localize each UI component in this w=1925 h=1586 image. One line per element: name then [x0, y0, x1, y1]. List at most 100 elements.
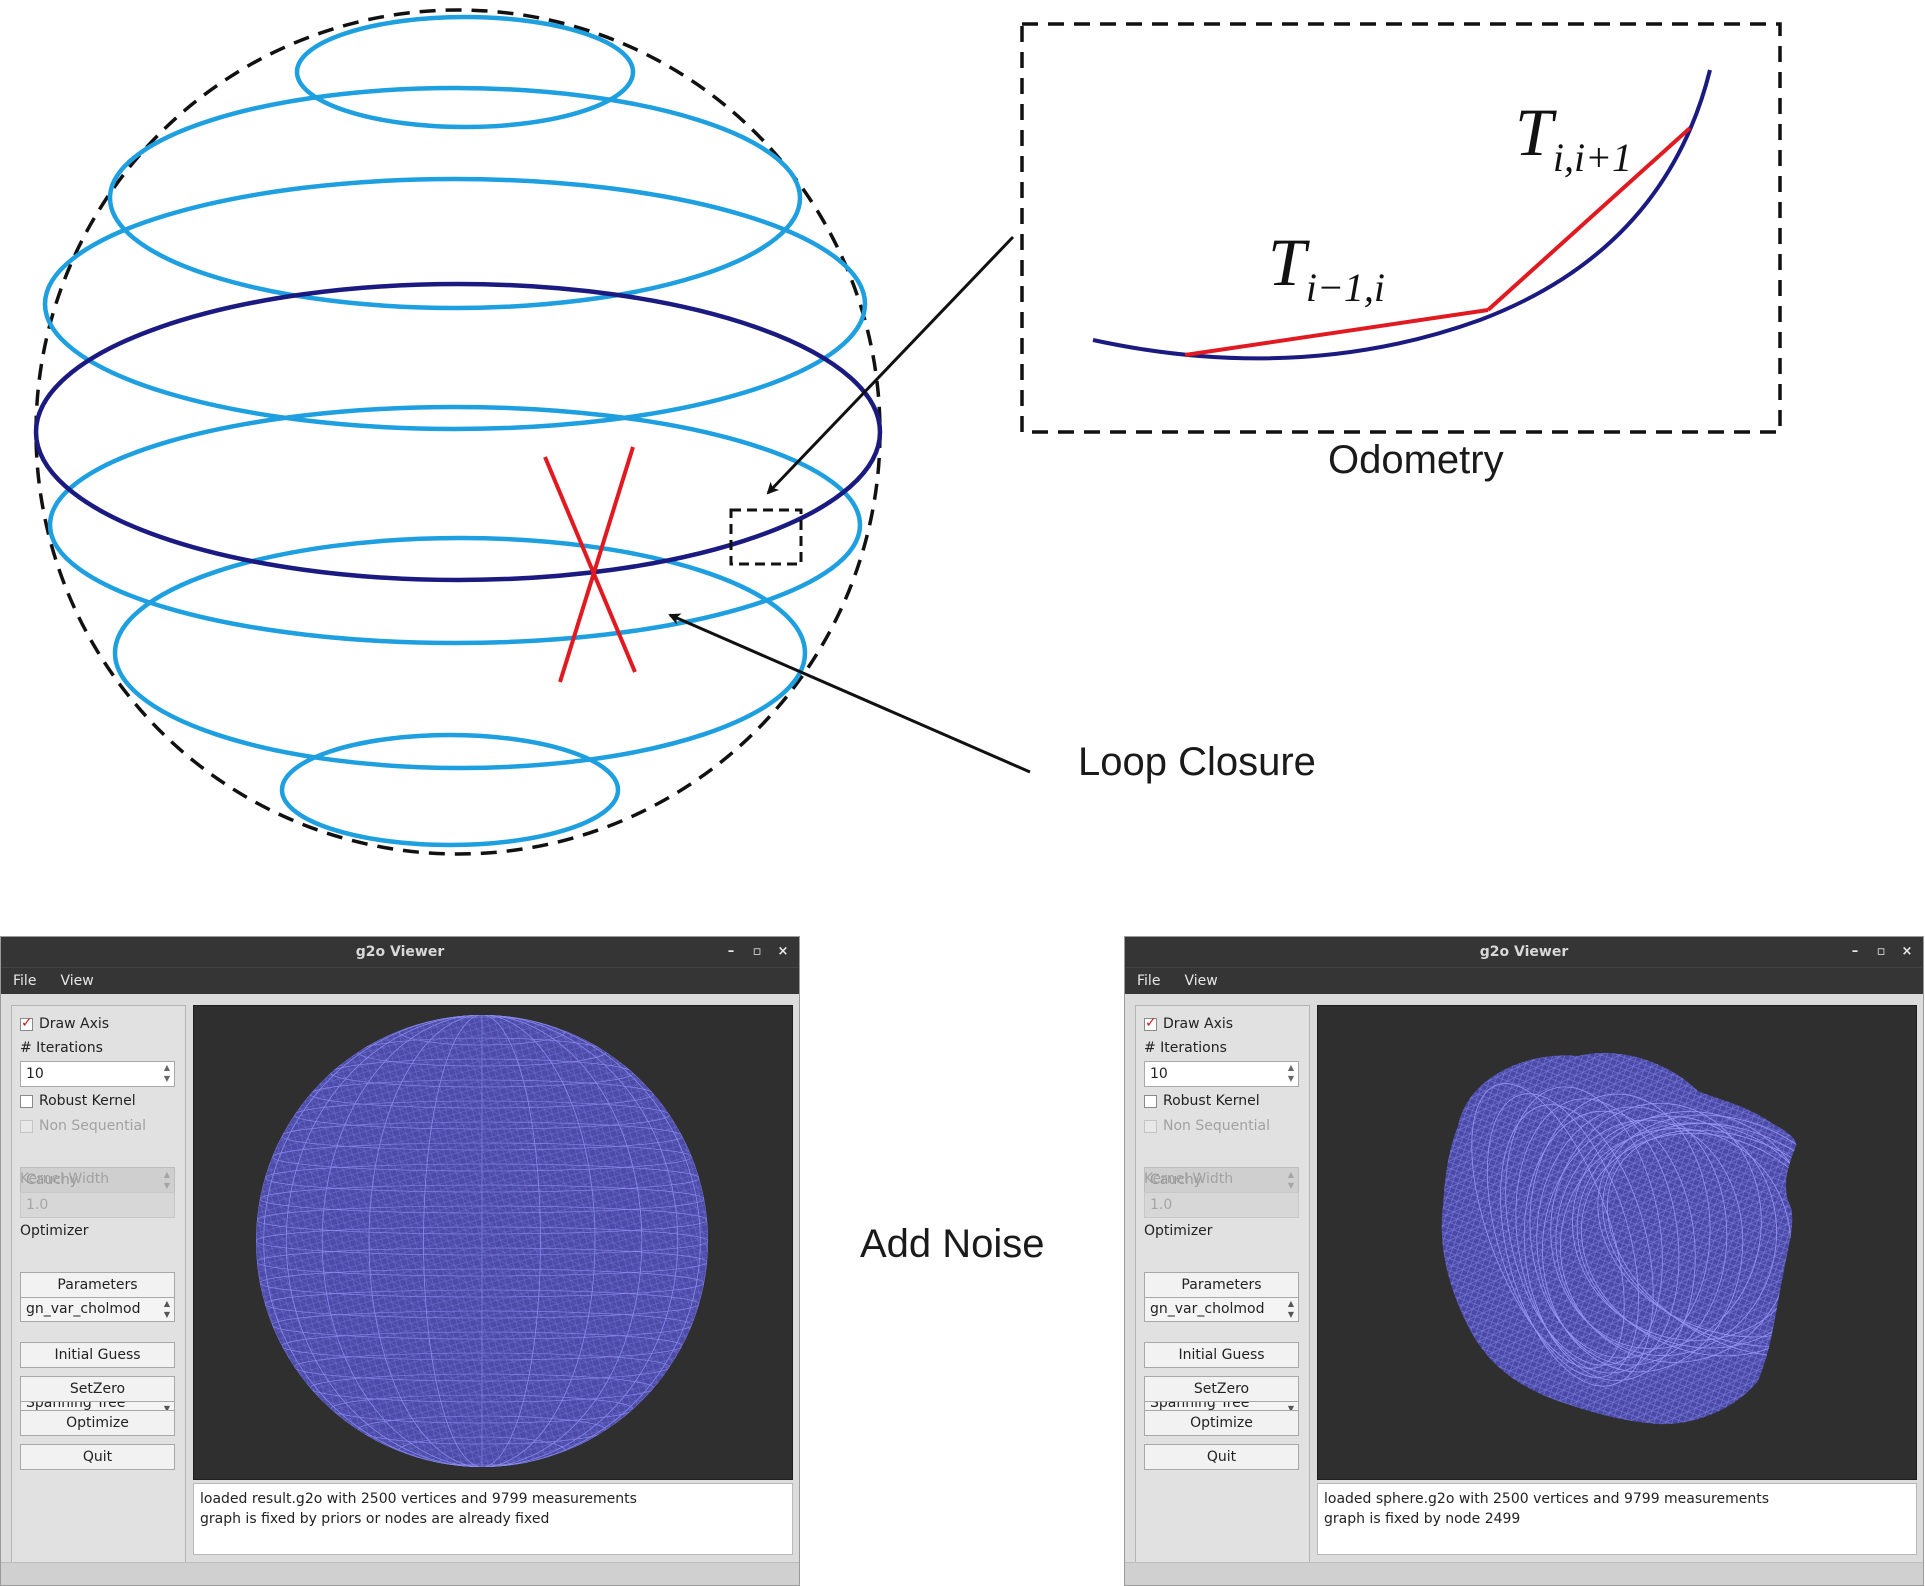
odometry-edge-next: [1486, 126, 1692, 312]
kernel-width-field[interactable]: 1.0: [1144, 1192, 1299, 1218]
control-panel: Draw Axis # Iterations 10 ▲▼ Robust Kern…: [11, 1005, 186, 1565]
3d-viewport[interactable]: [193, 1005, 793, 1480]
spin-arrows-icon[interactable]: ▲ ▼: [1287, 1063, 1295, 1083]
odometry-edge-prev: [1184, 308, 1489, 357]
maximize-icon[interactable]: ▫: [752, 944, 762, 959]
equator-ring: [33, 281, 883, 583]
parameters-button[interactable]: Parameters: [20, 1272, 175, 1298]
menu-bar: File View: [1125, 967, 1923, 994]
spin-arrows-icon[interactable]: ▲ ▼: [163, 1063, 171, 1083]
minimize-icon[interactable]: –: [1851, 944, 1859, 959]
checkbox-disabled-icon: [20, 1119, 33, 1133]
optimizer-select[interactable]: gn_var_cholmod ▲ ▼: [20, 1296, 175, 1322]
non-sequential-label: Non Sequential: [39, 1118, 146, 1134]
log-output: loaded sphere.g2o with 2500 vertices and…: [1317, 1483, 1917, 1555]
select-arrows-icon: ▲▼: [1287, 1170, 1294, 1190]
window-title: g2o Viewer: [355, 944, 445, 960]
non-sequential-checkbox[interactable]: Non Sequential: [1144, 1116, 1299, 1136]
kernel-select-value: Cauchy: [26, 1172, 79, 1188]
select-arrows-icon: ▲▼: [163, 1299, 170, 1319]
loop-closure-edge-2: [558, 446, 635, 683]
setzero-button[interactable]: SetZero: [1144, 1376, 1299, 1402]
minimize-icon[interactable]: –: [727, 944, 735, 959]
optimize-button[interactable]: Optimize: [1144, 1410, 1299, 1436]
menu-bar: File View: [1, 967, 799, 994]
loop-closure-edge-1: [543, 456, 637, 673]
t-prev-label: Ti−1,i: [1268, 224, 1385, 310]
loop-closure-label: Loop Closure: [1078, 740, 1316, 784]
latitude-ring-1: [294, 14, 636, 130]
optimize-button[interactable]: Optimize: [20, 1410, 175, 1436]
kernel-select[interactable]: Cauchy ▲ ▼: [1144, 1167, 1299, 1193]
iterations-label: # Iterations: [1144, 1040, 1227, 1056]
odometry-label: Odometry: [1328, 438, 1504, 482]
robust-kernel-label: Robust Kernel: [39, 1093, 136, 1109]
draw-axis-checkbox[interactable]: Draw Axis: [1144, 1014, 1299, 1034]
kernel-select[interactable]: Cauchy ▲ ▼: [20, 1167, 175, 1193]
sphere-outline: [34, 8, 882, 856]
menu-view[interactable]: View: [1184, 973, 1218, 989]
iterations-value: 10: [26, 1066, 44, 1082]
optimizer-value: gn_var_cholmod: [1150, 1301, 1265, 1317]
menu-file[interactable]: File: [1137, 973, 1161, 989]
checkbox-disabled-icon: [1144, 1119, 1157, 1133]
select-arrows-icon: ▲▼: [1287, 1299, 1294, 1319]
title-bar[interactable]: g2o Viewer – ▫ ×: [1, 937, 799, 967]
checkbox-icon: [1144, 1094, 1157, 1108]
loop-closure-arrow: [668, 613, 1031, 774]
quit-button[interactable]: Quit: [20, 1444, 175, 1470]
title-bar[interactable]: g2o Viewer – ▫ ×: [1125, 937, 1923, 967]
initial-guess-button[interactable]: Initial Guess: [1144, 1342, 1299, 1368]
robust-kernel-checkbox[interactable]: Robust Kernel: [1144, 1091, 1299, 1111]
optimizer-label: Optimizer: [20, 1223, 89, 1239]
kernel-width-value: 1.0: [1150, 1197, 1173, 1213]
kernel-width-field[interactable]: 1.0: [20, 1192, 175, 1218]
kernel-width-label: Kernel Width: [20, 1171, 110, 1187]
log-output: loaded result.g2o with 2500 vertices and…: [193, 1483, 793, 1555]
optimizer-value: gn_var_cholmod: [26, 1301, 141, 1317]
robust-kernel-label: Robust Kernel: [1163, 1093, 1260, 1109]
optimizer-label: Optimizer: [1144, 1223, 1213, 1239]
kernel-select-value: Cauchy: [1150, 1172, 1203, 1188]
non-sequential-label: Non Sequential: [1163, 1118, 1270, 1134]
checkbox-icon: [20, 1094, 33, 1108]
log-line-2: graph is fixed by node 2499: [1324, 1511, 1521, 1527]
parameters-button[interactable]: Parameters: [1144, 1272, 1299, 1298]
non-sequential-checkbox[interactable]: Non Sequential: [20, 1116, 175, 1136]
iterations-spinbox[interactable]: 10 ▲ ▼: [1144, 1061, 1299, 1087]
t-next-label: Ti,i+1: [1515, 94, 1632, 180]
initial-guess-button[interactable]: Initial Guess: [20, 1342, 175, 1368]
latitude-ring-6: [112, 535, 808, 771]
checkbox-checked-icon: [20, 1015, 33, 1031]
control-panel: Draw Axis # Iterations 10 ▲▼ Robust Kern…: [1135, 1005, 1310, 1565]
optimizer-select[interactable]: gn_var_cholmod ▲ ▼: [1144, 1296, 1299, 1322]
log-line-1: loaded sphere.g2o with 2500 vertices and…: [1324, 1491, 1770, 1507]
latitude-ring-3: [42, 176, 868, 432]
kernel-width-label: Kernel Width: [1144, 1171, 1234, 1187]
draw-axis-label: Draw Axis: [1163, 1016, 1234, 1032]
setzero-button[interactable]: SetZero: [20, 1376, 175, 1402]
sphere-mesh-render: [256, 1015, 708, 1467]
maximize-icon[interactable]: ▫: [1876, 944, 1886, 959]
iterations-value: 10: [1150, 1066, 1168, 1082]
kernel-width-value: 1.0: [26, 1197, 49, 1213]
iterations-spinbox[interactable]: 10 ▲ ▼: [20, 1061, 175, 1087]
status-bar: [1, 1562, 799, 1585]
draw-axis-checkbox[interactable]: Draw Axis: [20, 1014, 175, 1034]
sphere-pose-graph-diagram: Ti−1,i Ti,i+1: [33, 8, 1782, 856]
window-title: g2o Viewer: [1479, 944, 1569, 960]
g2o-viewer-window-sphere: g2o Viewer – ▫ × File View Draw Axis # I…: [1124, 936, 1924, 1586]
latitude-ring-5: [47, 404, 863, 646]
odometry-trajectory: [1092, 69, 1712, 361]
select-arrows-icon: ▲▼: [163, 1170, 170, 1190]
menu-file[interactable]: File: [13, 973, 37, 989]
latitude-ring-7: [279, 732, 621, 848]
robust-kernel-checkbox[interactable]: Robust Kernel: [20, 1091, 175, 1111]
close-icon[interactable]: ×: [777, 944, 789, 959]
add-noise-label: Add Noise: [860, 1222, 1045, 1266]
3d-viewport[interactable]: [1317, 1005, 1917, 1480]
menu-view[interactable]: View: [60, 973, 94, 989]
log-line-1: loaded result.g2o with 2500 vertices and…: [200, 1491, 637, 1507]
close-icon[interactable]: ×: [1901, 944, 1913, 959]
quit-button[interactable]: Quit: [1144, 1444, 1299, 1470]
